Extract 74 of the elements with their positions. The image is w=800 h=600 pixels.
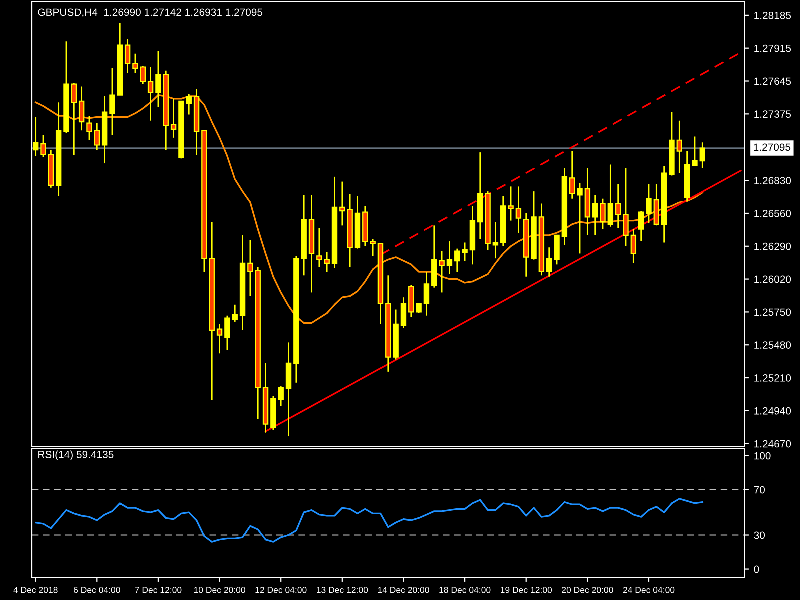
candlestick: [94, 122, 100, 151]
y-tick-label: 1.26560: [754, 210, 792, 218]
line-series: [34, 94, 704, 324]
x-tick-label: 24 Dec 04:00: [623, 587, 675, 594]
candlestick: [592, 194, 598, 236]
candlestick: [110, 68, 116, 136]
y-tick-label: 1.27375: [754, 110, 792, 118]
y-tick-label: 70: [754, 486, 766, 494]
y-tick-label: 100: [754, 452, 771, 460]
candlestick: [170, 98, 177, 139]
candlestick: [692, 136, 698, 167]
candlestick: [577, 182, 583, 254]
candlestick: [186, 93, 192, 116]
x-tick-label: 20 Dec 20:00: [562, 587, 614, 594]
candlestick: [424, 271, 430, 317]
candlestick: [439, 250, 445, 294]
candlestick: [508, 186, 514, 222]
y-tick-label: 1.25480: [754, 342, 792, 349]
chart-title: RSI(14) 59.4135: [38, 450, 114, 460]
candlestick: [78, 86, 85, 132]
x-tick-label: 7 Dec 12:00: [135, 587, 182, 594]
x-tick-label: 12 Dec 04:00: [256, 587, 307, 594]
candlestick: [71, 82, 78, 156]
y-tick-label: 1.27645: [754, 78, 792, 86]
x-tick-label: 14 Dec 20:00: [378, 587, 430, 594]
candlestick: [676, 120, 683, 174]
candlestick: [416, 302, 422, 314]
candlestick: [630, 228, 637, 264]
candlestick: [216, 324, 223, 354]
y-tick-label: 1.24670: [754, 440, 792, 448]
candlestick: [569, 150, 576, 200]
candlestick: [646, 184, 652, 224]
x-tick-label: 10 Dec 20:00: [194, 587, 246, 594]
candlestick: [132, 53, 138, 74]
x-tick-label: 4 Dec 2018: [14, 587, 58, 594]
candlestick: [623, 168, 629, 248]
y-tick-label: 1.25750: [754, 308, 792, 316]
y-tick-label: 1.26020: [754, 276, 792, 284]
candlestick: [454, 248, 460, 273]
candlestick: [400, 296, 407, 329]
candlestick: [156, 50, 162, 108]
y-tick-label: 1.25210: [754, 374, 792, 382]
y-tick-label: 30: [754, 532, 766, 540]
y-tick-label: 1.27915: [754, 44, 792, 52]
candlestick: [608, 164, 614, 228]
y-tick-label: 1.28185: [754, 12, 792, 20]
text: GBPUSD,H4 1.26990 1.27142 1.26931 1.27095: [38, 8, 263, 18]
candlestick: [32, 116, 39, 157]
candlestick: [615, 184, 622, 229]
y-tick-label: 1.26830: [754, 177, 792, 184]
y-tick-label: 0: [754, 566, 760, 574]
line-series: [34, 498, 704, 543]
x-tick-label: 13 Dec 12:00: [317, 587, 368, 594]
candlestick: [516, 186, 522, 234]
x-tick-label: 19 Dec 12:00: [501, 587, 552, 594]
x-tick-label: 18 Dec 04:00: [440, 587, 491, 594]
candlestick: [700, 142, 706, 169]
ref-line-label: 1.27095: [754, 144, 791, 152]
y-tick-label: 1.26290: [754, 242, 792, 250]
candlestick: [446, 240, 453, 276]
candlestick: [140, 65, 146, 86]
candlestick: [86, 115, 92, 142]
candlestick: [600, 198, 606, 230]
candlestick: [546, 246, 552, 278]
candlestick: [40, 134, 46, 158]
y-tick-label: 1.24940: [754, 407, 792, 415]
candlestick: [124, 38, 131, 74]
candlestick: [224, 315, 230, 351]
x-tick-label: 6 Dec 04:00: [74, 587, 120, 594]
candlestick: [148, 66, 154, 122]
candlestick: [462, 242, 468, 262]
candlestick: [232, 304, 238, 323]
candlestick: [638, 210, 644, 242]
candlestick: [492, 221, 499, 260]
